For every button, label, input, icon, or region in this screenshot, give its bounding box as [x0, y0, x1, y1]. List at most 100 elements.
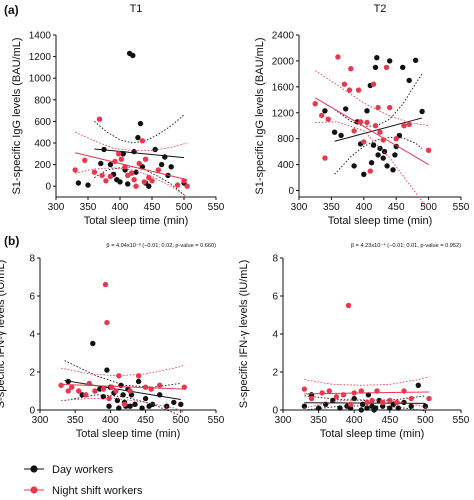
- night-shift-workers-point: [341, 81, 348, 87]
- night-shift-workers-point: [393, 136, 399, 142]
- y-tick-label: 2: [29, 368, 35, 379]
- panel-title: T1: [130, 3, 143, 15]
- day-workers-point: [347, 405, 354, 411]
- night-shift-workers-point: [335, 54, 341, 60]
- day-workers-point: [171, 399, 177, 406]
- day-workers-point: [351, 395, 357, 402]
- x-tick-label: 300: [291, 202, 308, 213]
- y-tick-label: 0: [29, 406, 35, 417]
- night-shift-workers-point: [76, 388, 82, 394]
- night-shift-workers-point: [135, 373, 142, 379]
- night-shift-workers-fit-line: [75, 152, 188, 181]
- y-tick-label: 1400: [29, 31, 52, 42]
- day-workers-point: [371, 407, 377, 413]
- night-shift-workers-point: [136, 160, 142, 167]
- day-workers-point: [322, 108, 328, 114]
- night-shift-workers-point: [116, 151, 122, 157]
- day-workers-point: [390, 167, 396, 173]
- night-shift-workers-point: [319, 112, 325, 119]
- night-shift-workers-point: [103, 178, 109, 184]
- night-shift-workers-point: [348, 66, 354, 72]
- night-shift-workers-point: [92, 388, 98, 394]
- night-shift-workers-point: [394, 399, 400, 406]
- day-workers-point: [135, 134, 141, 141]
- day-workers-point: [149, 401, 156, 407]
- night-shift-workers-point: [141, 179, 147, 185]
- day-workers-point: [106, 403, 112, 409]
- y-axis-label: S1-specific IgG levels (BAU/mL): [11, 37, 23, 194]
- night-shift-workers-point: [369, 397, 375, 404]
- day-workers-point: [358, 407, 364, 413]
- day-workers-point: [120, 392, 126, 398]
- day-workers-point: [114, 397, 121, 404]
- day-workers-point: [178, 401, 184, 407]
- y-axis-label: S-specific IFN-γ levels (IU/mL): [0, 260, 7, 409]
- night-shift-workers-point: [142, 384, 149, 390]
- night-shift-workers-point: [364, 399, 370, 406]
- night-shift-workers-ci-upper-band: [61, 364, 185, 377]
- x-tick-label: 300: [48, 202, 65, 213]
- y-tick-label: 6: [29, 292, 35, 303]
- day-workers-point: [365, 392, 372, 398]
- night-shift-workers-point: [69, 384, 75, 390]
- day-workers-point: [351, 163, 357, 169]
- night-shift-workers-point: [325, 116, 331, 122]
- night-shift-workers-point: [380, 399, 386, 406]
- x-tick-label: 350: [80, 202, 97, 213]
- night-shift-workers-point: [375, 104, 381, 111]
- night-shift-workers-point: [102, 281, 109, 288]
- night-shift-workers-point: [351, 390, 357, 396]
- night-shift-workers-point: [104, 319, 110, 326]
- day-workers-point: [157, 392, 163, 398]
- day-workers-point: [392, 152, 398, 158]
- y-tick-label: 400: [34, 139, 51, 150]
- night-shift-workers-ci-lower-band: [61, 398, 185, 413]
- x-tick-label: 500: [176, 202, 193, 213]
- day-workers-point: [343, 106, 349, 112]
- day-workers-point: [142, 395, 149, 402]
- panel-title: T2: [374, 3, 387, 15]
- x-tick-label: 400: [355, 202, 372, 213]
- x-axis-label: Total sleep time (min): [320, 428, 425, 440]
- night-shift-workers-point: [65, 388, 71, 394]
- night-shift-workers-fit-line: [61, 383, 185, 390]
- day-workers-point: [401, 399, 407, 406]
- day-workers-ci-lower-band: [304, 405, 426, 412]
- night-shift-workers-point: [374, 388, 380, 394]
- night-shift-workers-point: [142, 156, 149, 162]
- x-tick-label: 550: [208, 415, 225, 426]
- night-shift-workers-point: [109, 384, 115, 390]
- day-workers-point: [127, 403, 133, 409]
- y-tick-label: 1600: [272, 82, 295, 93]
- night-shift-workers-point: [181, 178, 187, 184]
- legend-marker-night-shift-workers: [30, 486, 38, 494]
- y-tick-label: 1200: [272, 108, 295, 119]
- day-workers-point: [125, 181, 131, 187]
- y-tick-label: 6: [272, 292, 278, 303]
- night-shift-workers-point: [155, 167, 162, 173]
- x-tick-label: 450: [388, 202, 405, 213]
- y-tick-label: 400: [277, 160, 294, 171]
- x-tick-label: 400: [102, 415, 119, 426]
- day-workers-point: [415, 382, 421, 388]
- day-workers-fit-line: [334, 117, 423, 142]
- night-shift-workers-point: [355, 87, 362, 93]
- night-shift-workers-point: [361, 139, 367, 145]
- night-shift-workers-fit-line: [314, 97, 429, 166]
- night-shift-workers-point: [107, 173, 114, 180]
- day-workers-point: [75, 180, 82, 186]
- night-shift-workers-point: [99, 172, 105, 179]
- day-workers-point: [135, 378, 142, 385]
- x-axis-label: Total sleep time (min): [84, 215, 189, 227]
- night-shift-workers-point: [139, 138, 146, 144]
- night-shift-workers-point: [131, 177, 137, 183]
- legend-marker-day-workers: [30, 465, 38, 473]
- night-shift-workers-point: [121, 401, 128, 407]
- day-workers-point: [152, 146, 158, 153]
- night-shift-workers-point: [347, 401, 354, 407]
- legend-item-night-shift-workers: Night shift workers: [24, 485, 143, 497]
- x-tick-label: 400: [112, 202, 129, 213]
- night-shift-workers-point: [91, 169, 98, 175]
- day-workers-point: [101, 146, 107, 153]
